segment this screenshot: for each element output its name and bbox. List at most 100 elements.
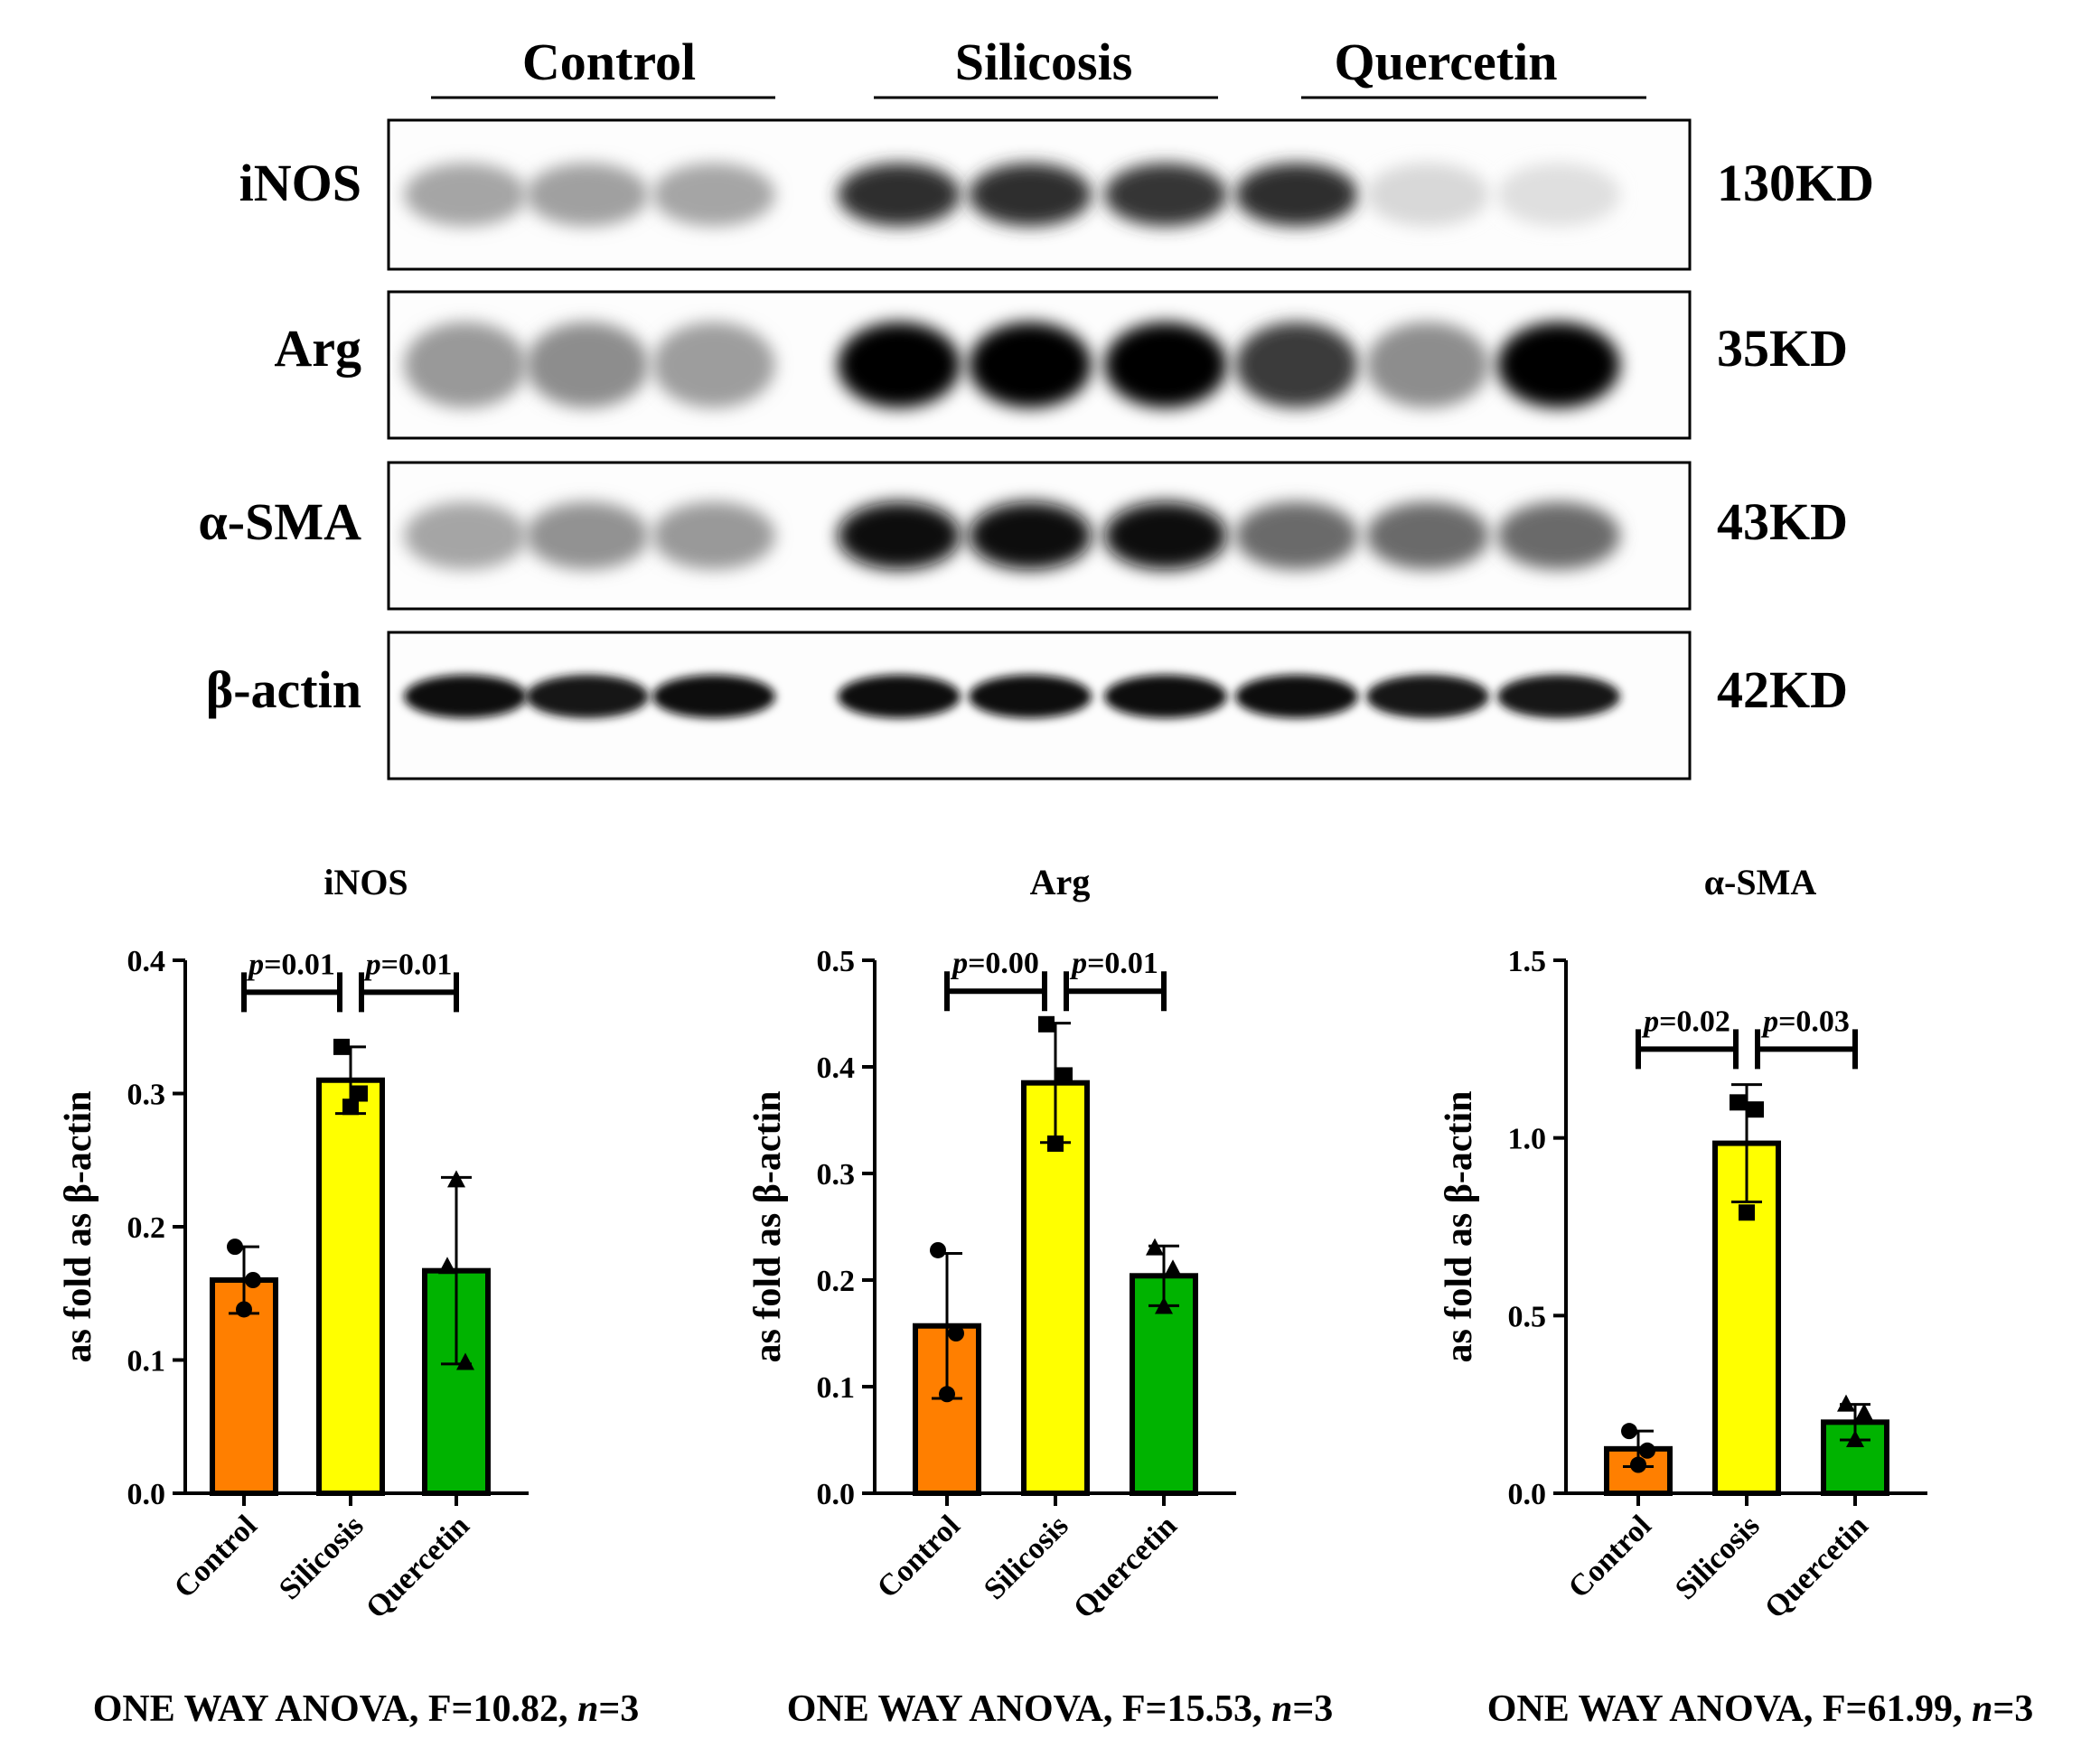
y-tick-label: 0.2 bbox=[127, 1211, 166, 1245]
triangle-marker bbox=[1846, 1430, 1864, 1447]
chart-title: iNOS bbox=[323, 862, 408, 902]
y-tick-label: 0.0 bbox=[127, 1478, 166, 1511]
blot-band bbox=[838, 675, 961, 718]
p-symbol: p bbox=[246, 948, 264, 981]
blot-band bbox=[526, 163, 649, 227]
protein-label: iNOS bbox=[239, 154, 361, 212]
blot-band bbox=[1104, 501, 1227, 570]
blot-band bbox=[969, 163, 1092, 227]
significance-bracket: p=0.00 bbox=[944, 947, 1047, 1012]
blot-band bbox=[526, 501, 649, 570]
circle-marker bbox=[939, 1386, 955, 1403]
blot-band bbox=[652, 322, 775, 408]
p-value-label: p=0.01 bbox=[363, 948, 453, 981]
protein-label: β-actin bbox=[206, 660, 361, 719]
bar-silicosis bbox=[316, 1077, 385, 1496]
square-marker bbox=[1047, 1135, 1064, 1152]
p-value-label: p=0.01 bbox=[1069, 947, 1158, 980]
protein-size-label: 43KD bbox=[1717, 492, 1848, 551]
anova-prefix: ONE WAY ANOVA, F=15.53, bbox=[787, 1688, 1271, 1730]
blot-band bbox=[1366, 322, 1489, 408]
blot-band bbox=[1497, 675, 1620, 718]
circle-marker bbox=[930, 1241, 946, 1258]
anova-prefix: ONE WAY ANOVA, F=61.99, bbox=[1487, 1688, 1972, 1730]
anova-n: n bbox=[1271, 1688, 1292, 1730]
circle-marker bbox=[245, 1272, 261, 1288]
y-tick-label: 0.1 bbox=[817, 1371, 856, 1405]
square-marker bbox=[342, 1098, 359, 1116]
x-tick-label: Control bbox=[168, 1509, 264, 1604]
blot-panel-actin bbox=[387, 631, 1692, 781]
p-value: =0.02 bbox=[1659, 1005, 1730, 1038]
y-axis-label: as fold as β-actin bbox=[58, 1091, 99, 1363]
group-label-quercetin: Quercetin bbox=[1335, 33, 1558, 91]
y-tick-label: 0.4 bbox=[817, 1052, 856, 1085]
western-blot: Control Silicosis Quercetin iNOS 130KD Arg 35K… bbox=[198, 33, 1874, 781]
p-value: =0.01 bbox=[264, 948, 335, 981]
group-label-silicosis: Silicosis bbox=[955, 33, 1133, 91]
triangle-marker bbox=[438, 1257, 456, 1275]
protein-size-label: 35KD bbox=[1717, 319, 1848, 378]
square-marker bbox=[1730, 1094, 1746, 1111]
circle-marker bbox=[1630, 1456, 1646, 1473]
p-value-label: p=0.03 bbox=[1760, 1005, 1850, 1038]
p-value-label: p=0.01 bbox=[246, 948, 335, 981]
blot-band bbox=[1235, 501, 1358, 570]
square-marker bbox=[1056, 1067, 1073, 1084]
p-symbol: p bbox=[950, 947, 968, 980]
p-symbol: p bbox=[1069, 947, 1087, 980]
p-value: =0.00 bbox=[968, 947, 1039, 980]
y-tick-label: 0.0 bbox=[817, 1478, 856, 1511]
x-tick-label: Silicosis bbox=[1669, 1509, 1767, 1606]
bar-charts: iNOS 0.0 0.1 0.2 0.3 0.4 as fold as β-actin Con… bbox=[58, 862, 2033, 1730]
chart-sma: α-SMA 0.0 0.5 1.0 1.5 as fold as β-actin Contr… bbox=[1439, 862, 2033, 1730]
y-axis-label: as fold as β-actin bbox=[1439, 1091, 1480, 1363]
blot-band bbox=[526, 322, 649, 408]
x-tick-label: Quercetin bbox=[1758, 1509, 1875, 1625]
blot-band bbox=[1235, 322, 1358, 408]
x-tick-label: Silicosis bbox=[273, 1509, 370, 1606]
triangle-marker bbox=[1837, 1394, 1855, 1412]
triangle-marker bbox=[1146, 1238, 1164, 1256]
anova-suffix: =3 bbox=[598, 1688, 639, 1730]
anova-suffix: =3 bbox=[1992, 1688, 2033, 1730]
p-value: =0.01 bbox=[381, 948, 453, 981]
square-marker bbox=[352, 1085, 368, 1102]
protein-size-label: 42KD bbox=[1717, 660, 1848, 719]
blot-band bbox=[404, 322, 527, 408]
significance-bracket: p=0.03 bbox=[1755, 1005, 1858, 1070]
square-marker bbox=[1739, 1204, 1755, 1221]
anova-statistic: ONE WAY ANOVA, F=15.53, n=3 bbox=[787, 1688, 1334, 1730]
significance-bracket: p=0.02 bbox=[1636, 1005, 1739, 1070]
significance-bracket: p=0.01 bbox=[241, 948, 342, 1013]
y-axis-label: as fold as β-actin bbox=[747, 1091, 789, 1363]
blot-band bbox=[1104, 322, 1227, 408]
blot-band bbox=[969, 322, 1092, 408]
anova-suffix: =3 bbox=[1292, 1688, 1333, 1730]
y-tick-label: 0.3 bbox=[817, 1158, 856, 1192]
blot-panel-arg bbox=[387, 290, 1692, 440]
triangle-marker bbox=[1855, 1403, 1873, 1421]
triangle-marker bbox=[456, 1352, 474, 1370]
blot-band bbox=[1235, 675, 1358, 718]
y-tick-label: 0.0 bbox=[1508, 1478, 1547, 1511]
anova-prefix: ONE WAY ANOVA, F=10.82, bbox=[93, 1688, 577, 1730]
y-tick-label: 1.5 bbox=[1508, 945, 1547, 978]
x-tick-label: Quercetin bbox=[1067, 1509, 1184, 1625]
y-tick-label: 0.1 bbox=[127, 1345, 166, 1379]
blot-band bbox=[404, 163, 527, 227]
blot-band bbox=[1104, 163, 1227, 227]
blot-band bbox=[1497, 322, 1620, 408]
p-symbol: p bbox=[1760, 1005, 1778, 1038]
y-tick-label: 0.5 bbox=[1508, 1300, 1547, 1333]
blot-band bbox=[1366, 501, 1489, 570]
triangle-marker bbox=[1155, 1296, 1173, 1314]
protein-label: α-SMA bbox=[198, 492, 361, 551]
blot-band bbox=[1235, 163, 1358, 227]
blot-band bbox=[969, 675, 1092, 718]
blot-band bbox=[1104, 675, 1227, 718]
chart-title: α-SMA bbox=[1704, 862, 1817, 902]
significance-bracket: p=0.01 bbox=[1064, 947, 1167, 1012]
y-tick-label: 0.3 bbox=[127, 1079, 166, 1112]
